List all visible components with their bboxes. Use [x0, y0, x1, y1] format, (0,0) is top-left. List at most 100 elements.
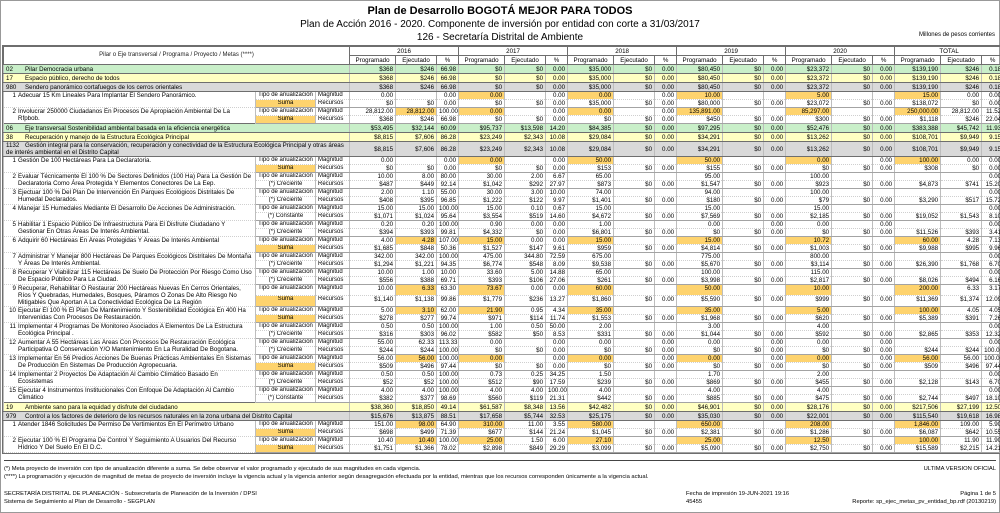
cell-percent: 0.00	[763, 141, 787, 158]
cell-programado: 0.73	[458, 370, 506, 380]
cell-percent: 0.00	[872, 346, 896, 356]
magnitud-label: Magnitud	[314, 338, 351, 348]
cell-percent: 0.00	[763, 314, 787, 324]
cell-programado: $15,676	[349, 411, 397, 422]
footnote-four-asterisks: (****) La programación y ejecución de ma…	[4, 474, 649, 480]
cell-percent	[872, 436, 896, 446]
cell-ejecutado	[722, 107, 765, 117]
cell-ejecutado: $0	[831, 411, 874, 422]
meta-label-wrap: 12 Aumentar A 55 Hectáreas Las Áreas Con …	[6, 339, 253, 353]
cell-programado: $2,185	[785, 212, 833, 222]
cell-programado: 0.20	[349, 220, 397, 230]
tipo-anualizacion-value: Suma	[255, 115, 316, 125]
cell-ejecutado: $0	[613, 123, 656, 134]
cell-ejecutado: $45,742	[940, 123, 983, 134]
cell-percent: 10.08	[545, 132, 569, 143]
cell-ejecutado: $0	[613, 82, 656, 93]
cell-programado: $6,087	[894, 428, 942, 438]
cell-percent: 0.00	[763, 115, 787, 125]
cell-programado: $4,814	[676, 244, 724, 254]
year-group-2017: 2017	[458, 46, 569, 57]
cell-ejecutado: $0	[722, 330, 765, 340]
cell-ejecutado: $0	[722, 132, 765, 143]
cell-programado: $153	[567, 164, 615, 174]
cell-percent: 0.00	[545, 346, 569, 356]
cell-percent: 66.98	[436, 82, 460, 93]
cell-programado: $620	[785, 314, 833, 324]
cell-programado: $1,751	[349, 444, 397, 454]
cell-ejecutado	[613, 236, 656, 246]
cell-ejecutado: 1.10	[395, 188, 438, 198]
meta-number: 1	[12, 421, 16, 429]
cell-ejecutado: $144	[504, 428, 547, 438]
cell-percent: 0.00	[981, 156, 1000, 166]
meta-label: 4 Manejar 15 Humedales Mediante El Desarr…	[3, 204, 256, 222]
subheader-programado: Programado	[785, 55, 833, 66]
meta-label-wrap: 4 Manejar 15 Humedales Mediante El Desarr…	[6, 205, 253, 212]
cell-percent: 0.00	[545, 82, 569, 93]
cell-programado: 100.00	[676, 268, 724, 278]
cell-percent: 0.00	[654, 411, 678, 422]
cell-percent: 0.00	[763, 362, 787, 372]
cell-ejecutado: 4.28	[395, 236, 438, 246]
cell-percent: 32.53	[545, 411, 569, 422]
cell-programado: $455	[785, 378, 833, 388]
cell-programado: 15.00	[676, 204, 724, 214]
cell-ejecutado: $5,744	[504, 411, 547, 422]
cell-programado: 0.00	[458, 107, 506, 117]
cell-programado: 775.00	[676, 252, 724, 262]
cell-ejecutado: $1,138	[395, 295, 438, 308]
meta-number: 4	[12, 205, 16, 213]
cell-programado: 15.00	[894, 91, 942, 101]
cell-ejecutado: $0	[395, 99, 438, 109]
cell-ejecutado: $1,543	[940, 212, 983, 222]
cell-ejecutado	[613, 354, 656, 364]
cell-percent: 0.00	[545, 156, 569, 166]
pilar-code: 06	[6, 124, 13, 132]
cell-programado: $95,737	[458, 123, 506, 134]
cell-percent: 11.90	[981, 436, 1000, 446]
cell-ejecutado	[613, 338, 656, 348]
cell-percent: 100.00	[436, 386, 460, 396]
meta-label-wrap: 15 Ejecutar 4 Instrumentos Institucionale…	[6, 387, 253, 401]
cell-programado: $0	[785, 346, 833, 356]
meta-magnitud-row: 14 Implementar 2 Proyectos De Adaptación …	[3, 370, 1000, 388]
cell-percent: 0.00	[872, 82, 896, 93]
cell-programado: 15.00	[567, 236, 615, 246]
cell-percent: 0.00	[872, 444, 896, 454]
recursos-label: Recursos	[314, 330, 351, 340]
cell-percent: 0.00	[872, 362, 896, 372]
cell-ejecutado: 344.80	[504, 252, 547, 262]
cell-programado: $239	[567, 378, 615, 388]
cell-programado: $487	[349, 180, 397, 190]
recursos-label: Recursos	[314, 362, 351, 372]
cell-percent: 69.71	[436, 276, 460, 286]
cell-programado: $331	[567, 330, 615, 340]
proyecto-code: 1132	[6, 142, 20, 150]
cell-programado: 135,891.00	[676, 107, 724, 117]
cell-percent: 4.34	[545, 306, 569, 316]
cell-ejecutado: $13,598	[504, 123, 547, 134]
cell-programado: $53,495	[349, 123, 397, 134]
cell-percent: 0.00	[763, 354, 787, 364]
cell-ejecutado	[722, 370, 765, 380]
recursos-label: Recursos	[314, 394, 351, 404]
cell-ejecutado: $497	[940, 394, 983, 404]
cell-programado: 73.67	[458, 284, 506, 297]
cell-percent: 0.00	[654, 330, 678, 340]
table-body: 02 Pilar Democracia urbana $368 $246 66.98 $0…	[2, 64, 1000, 454]
meta-label-wrap: 2 Evaluar Técnicamente El 100 % De Sector…	[6, 173, 253, 187]
cell-programado: 0.00	[785, 220, 833, 230]
cell-programado: $1,294	[349, 260, 397, 270]
cell-ejecutado: $0	[613, 411, 656, 422]
cell-programado: $5,090	[676, 444, 724, 454]
cell-ejecutado	[940, 386, 983, 396]
cell-ejecutado: $244	[940, 346, 983, 356]
meta-label-wrap: 14 Implementar 2 Proyectos De Adaptación …	[6, 371, 253, 385]
cell-ejecutado	[613, 436, 656, 446]
magnitud-label: Magnitud	[314, 220, 351, 230]
cell-percent: 4.05	[981, 306, 1000, 316]
cell-programado: $556	[349, 276, 397, 286]
cell-percent	[763, 268, 787, 278]
cell-ejecutado: $0	[613, 228, 656, 238]
